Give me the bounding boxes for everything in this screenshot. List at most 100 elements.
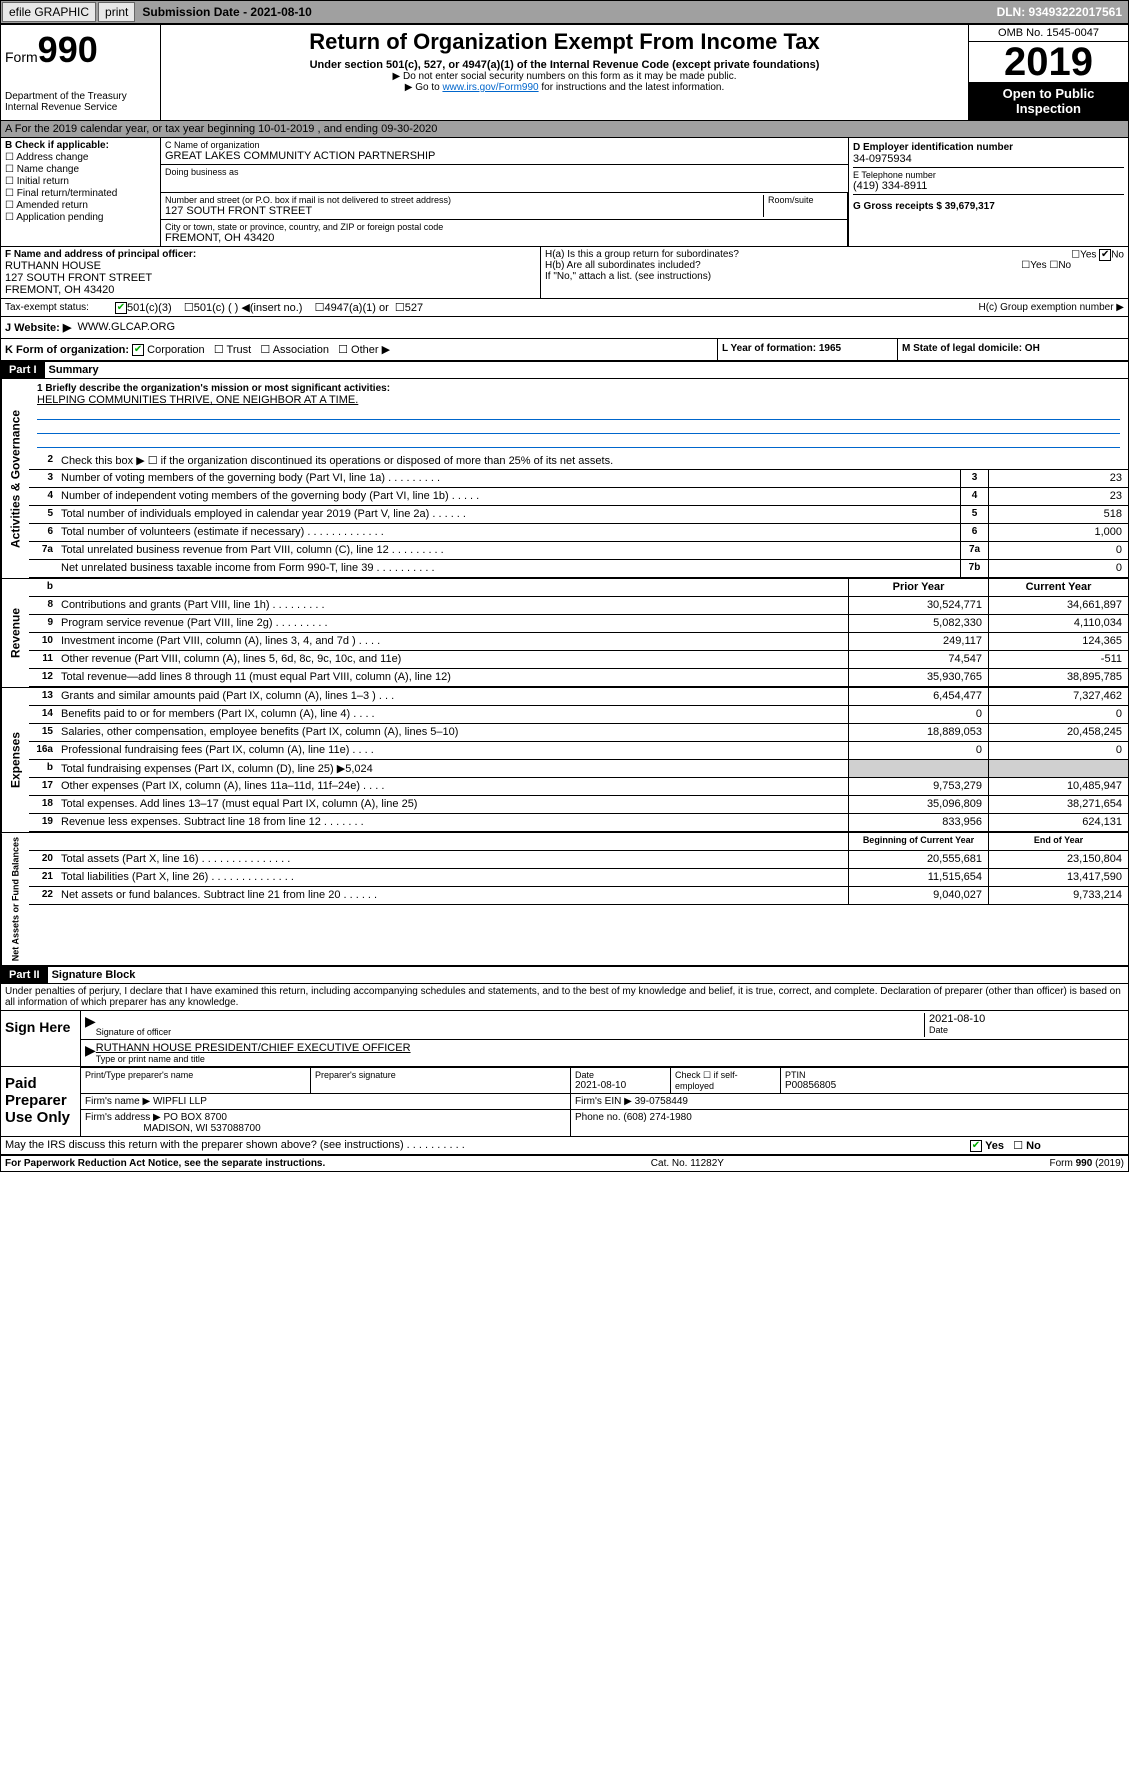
current-value: 20,458,245 xyxy=(988,724,1128,741)
line-text: Total expenses. Add lines 13–17 (must eq… xyxy=(57,796,848,813)
group-hc: H(c) Group exemption number ▶ xyxy=(978,302,1124,313)
line-text: Total assets (Part X, line 16) . . . . .… xyxy=(57,851,848,868)
group-ha: H(a) Is this a group return for subordin… xyxy=(545,249,1124,260)
prior-year-header: Prior Year xyxy=(848,579,988,596)
line-text: Other expenses (Part IX, column (A), lin… xyxy=(57,778,848,795)
check-amended-return[interactable]: ☐ Amended return xyxy=(5,200,156,211)
side-expenses: Expenses xyxy=(1,688,29,832)
prior-value: 0 xyxy=(848,742,988,759)
beg-year-header: Beginning of Current Year xyxy=(848,833,988,850)
check-final-return[interactable]: ☐ Final return/terminated xyxy=(5,188,156,199)
irs-label: Internal Revenue Service xyxy=(5,102,156,113)
prior-value: 6,454,477 xyxy=(848,688,988,705)
dln-label: DLN: 93493222017561 xyxy=(991,3,1128,21)
current-value: 38,895,785 xyxy=(988,669,1128,686)
org-address: 127 SOUTH FRONT STREET xyxy=(165,205,763,217)
check-corporation[interactable] xyxy=(132,344,144,356)
state-domicile: M State of legal domicile: OH xyxy=(898,339,1128,360)
line-text: Net assets or fund balances. Subtract li… xyxy=(57,887,848,904)
room-label: Room/suite xyxy=(768,195,843,205)
line-value: 518 xyxy=(988,506,1128,523)
dba-label: Doing business as xyxy=(165,167,844,177)
gross-receipts: G Gross receipts $ 39,679,317 xyxy=(853,201,1124,212)
sig-date: 2021-08-10 xyxy=(929,1013,1124,1025)
prior-value: 74,547 xyxy=(848,651,988,668)
perjury-text: Under penalties of perjury, I declare th… xyxy=(1,984,1128,1011)
line-text: Grants and similar amounts paid (Part IX… xyxy=(57,688,848,705)
form-number: Form990 xyxy=(5,29,156,71)
line-text: Total number of individuals employed in … xyxy=(57,506,960,523)
officer-name-title: RUTHANN HOUSE PRESIDENT/CHIEF EXECUTIVE … xyxy=(96,1042,1124,1054)
ein-label: D Employer identification number xyxy=(853,142,1124,153)
phone-label: E Telephone number xyxy=(853,170,1124,180)
prior-value: 35,930,765 xyxy=(848,669,988,686)
officer-label: F Name and address of principal officer: xyxy=(5,249,536,260)
line-value: 0 xyxy=(988,542,1128,559)
efile-button[interactable]: efile GRAPHIC xyxy=(2,2,96,22)
current-value: 34,661,897 xyxy=(988,597,1128,614)
korg-row: K Form of organization: Corporation ☐ Tr… xyxy=(1,339,718,360)
discuss-yes[interactable] xyxy=(970,1140,982,1152)
line-text: Total unrelated business revenue from Pa… xyxy=(57,542,960,559)
line-text: Other revenue (Part VIII, column (A), li… xyxy=(57,651,848,668)
cat-number: Cat. No. 11282Y xyxy=(651,1158,724,1169)
line-text: Number of independent voting members of … xyxy=(57,488,960,505)
line-text: Program service revenue (Part VIII, line… xyxy=(57,615,848,632)
mission-label: 1 Briefly describe the organization's mi… xyxy=(37,383,1120,394)
check-application-pending[interactable]: ☐ Application pending xyxy=(5,212,156,223)
sign-here-label: Sign Here xyxy=(1,1011,81,1066)
current-value: 124,365 xyxy=(988,633,1128,650)
prior-value: 9,753,279 xyxy=(848,778,988,795)
submission-date-label: Submission Date - 2021-08-10 xyxy=(136,3,317,21)
tax-status-label: Tax-exempt status: xyxy=(5,302,115,313)
side-net-assets: Net Assets or Fund Balances xyxy=(1,833,29,965)
website-value: WWW.GLCAP.ORG xyxy=(77,321,175,334)
subtitle-2: ▶ Do not enter social security numbers o… xyxy=(165,71,964,82)
print-button[interactable]: print xyxy=(98,2,135,22)
current-year-header: Current Year xyxy=(988,579,1128,596)
current-value: 38,271,654 xyxy=(988,796,1128,813)
firm-address: PO BOX 8700 xyxy=(164,1112,227,1123)
instructions-link[interactable]: www.irs.gov/Form990 xyxy=(442,82,538,93)
line-value: 23 xyxy=(988,470,1128,487)
part2-header: Part II xyxy=(1,967,48,983)
tax-year: 2019 xyxy=(969,42,1128,82)
ptin-value: P00856805 xyxy=(785,1080,1124,1091)
end-year-header: End of Year xyxy=(988,833,1128,850)
discuss-question: May the IRS discuss this return with the… xyxy=(1,1137,968,1154)
check-name-change[interactable]: ☐ Name change xyxy=(5,164,156,175)
paid-preparer-label: Paid Preparer Use Only xyxy=(1,1067,81,1136)
org-city: FREMONT, OH 43420 xyxy=(165,232,843,244)
group-hb-note: If "No," attach a list. (see instruction… xyxy=(545,271,1124,282)
current-value: 4,110,034 xyxy=(988,615,1128,632)
check-initial-return[interactable]: ☐ Initial return xyxy=(5,176,156,187)
dept-label: Department of the Treasury xyxy=(5,91,156,102)
prior-value xyxy=(848,760,988,777)
website-label: J Website: ▶ xyxy=(5,321,71,334)
line-value: 23 xyxy=(988,488,1128,505)
mission-text: HELPING COMMUNITIES THRIVE, ONE NEIGHBOR… xyxy=(37,394,1120,406)
officer-addr1: 127 SOUTH FRONT STREET xyxy=(5,272,536,284)
prior-value: 20,555,681 xyxy=(848,851,988,868)
check-address-change[interactable]: ☐ Address change xyxy=(5,152,156,163)
prior-value: 5,082,330 xyxy=(848,615,988,632)
line-text: Benefits paid to or for members (Part IX… xyxy=(57,706,848,723)
line-text: Revenue less expenses. Subtract line 18 … xyxy=(57,814,848,831)
current-value: -511 xyxy=(988,651,1128,668)
prior-value: 833,956 xyxy=(848,814,988,831)
check-501c3[interactable] xyxy=(115,302,127,314)
org-name-label: C Name of organization xyxy=(165,140,844,150)
current-value: 0 xyxy=(988,742,1128,759)
officer-addr2: FREMONT, OH 43420 xyxy=(5,284,536,296)
line-text: Net unrelated business taxable income fr… xyxy=(57,560,960,577)
current-value: 13,417,590 xyxy=(988,869,1128,886)
line-text: Total revenue—add lines 8 through 11 (mu… xyxy=(57,669,848,686)
side-revenue: Revenue xyxy=(1,579,29,687)
year-formation: L Year of formation: 1965 xyxy=(718,339,898,360)
line-text: Total fundraising expenses (Part IX, col… xyxy=(57,760,848,777)
firm-ein: 39-0758449 xyxy=(635,1096,688,1107)
part2-title: Signature Block xyxy=(48,967,140,983)
subtitle-3: ▶ Go to www.irs.gov/Form990 for instruct… xyxy=(165,82,964,93)
prior-value: 9,040,027 xyxy=(848,887,988,904)
officer-name: RUTHANN HOUSE xyxy=(5,260,536,272)
